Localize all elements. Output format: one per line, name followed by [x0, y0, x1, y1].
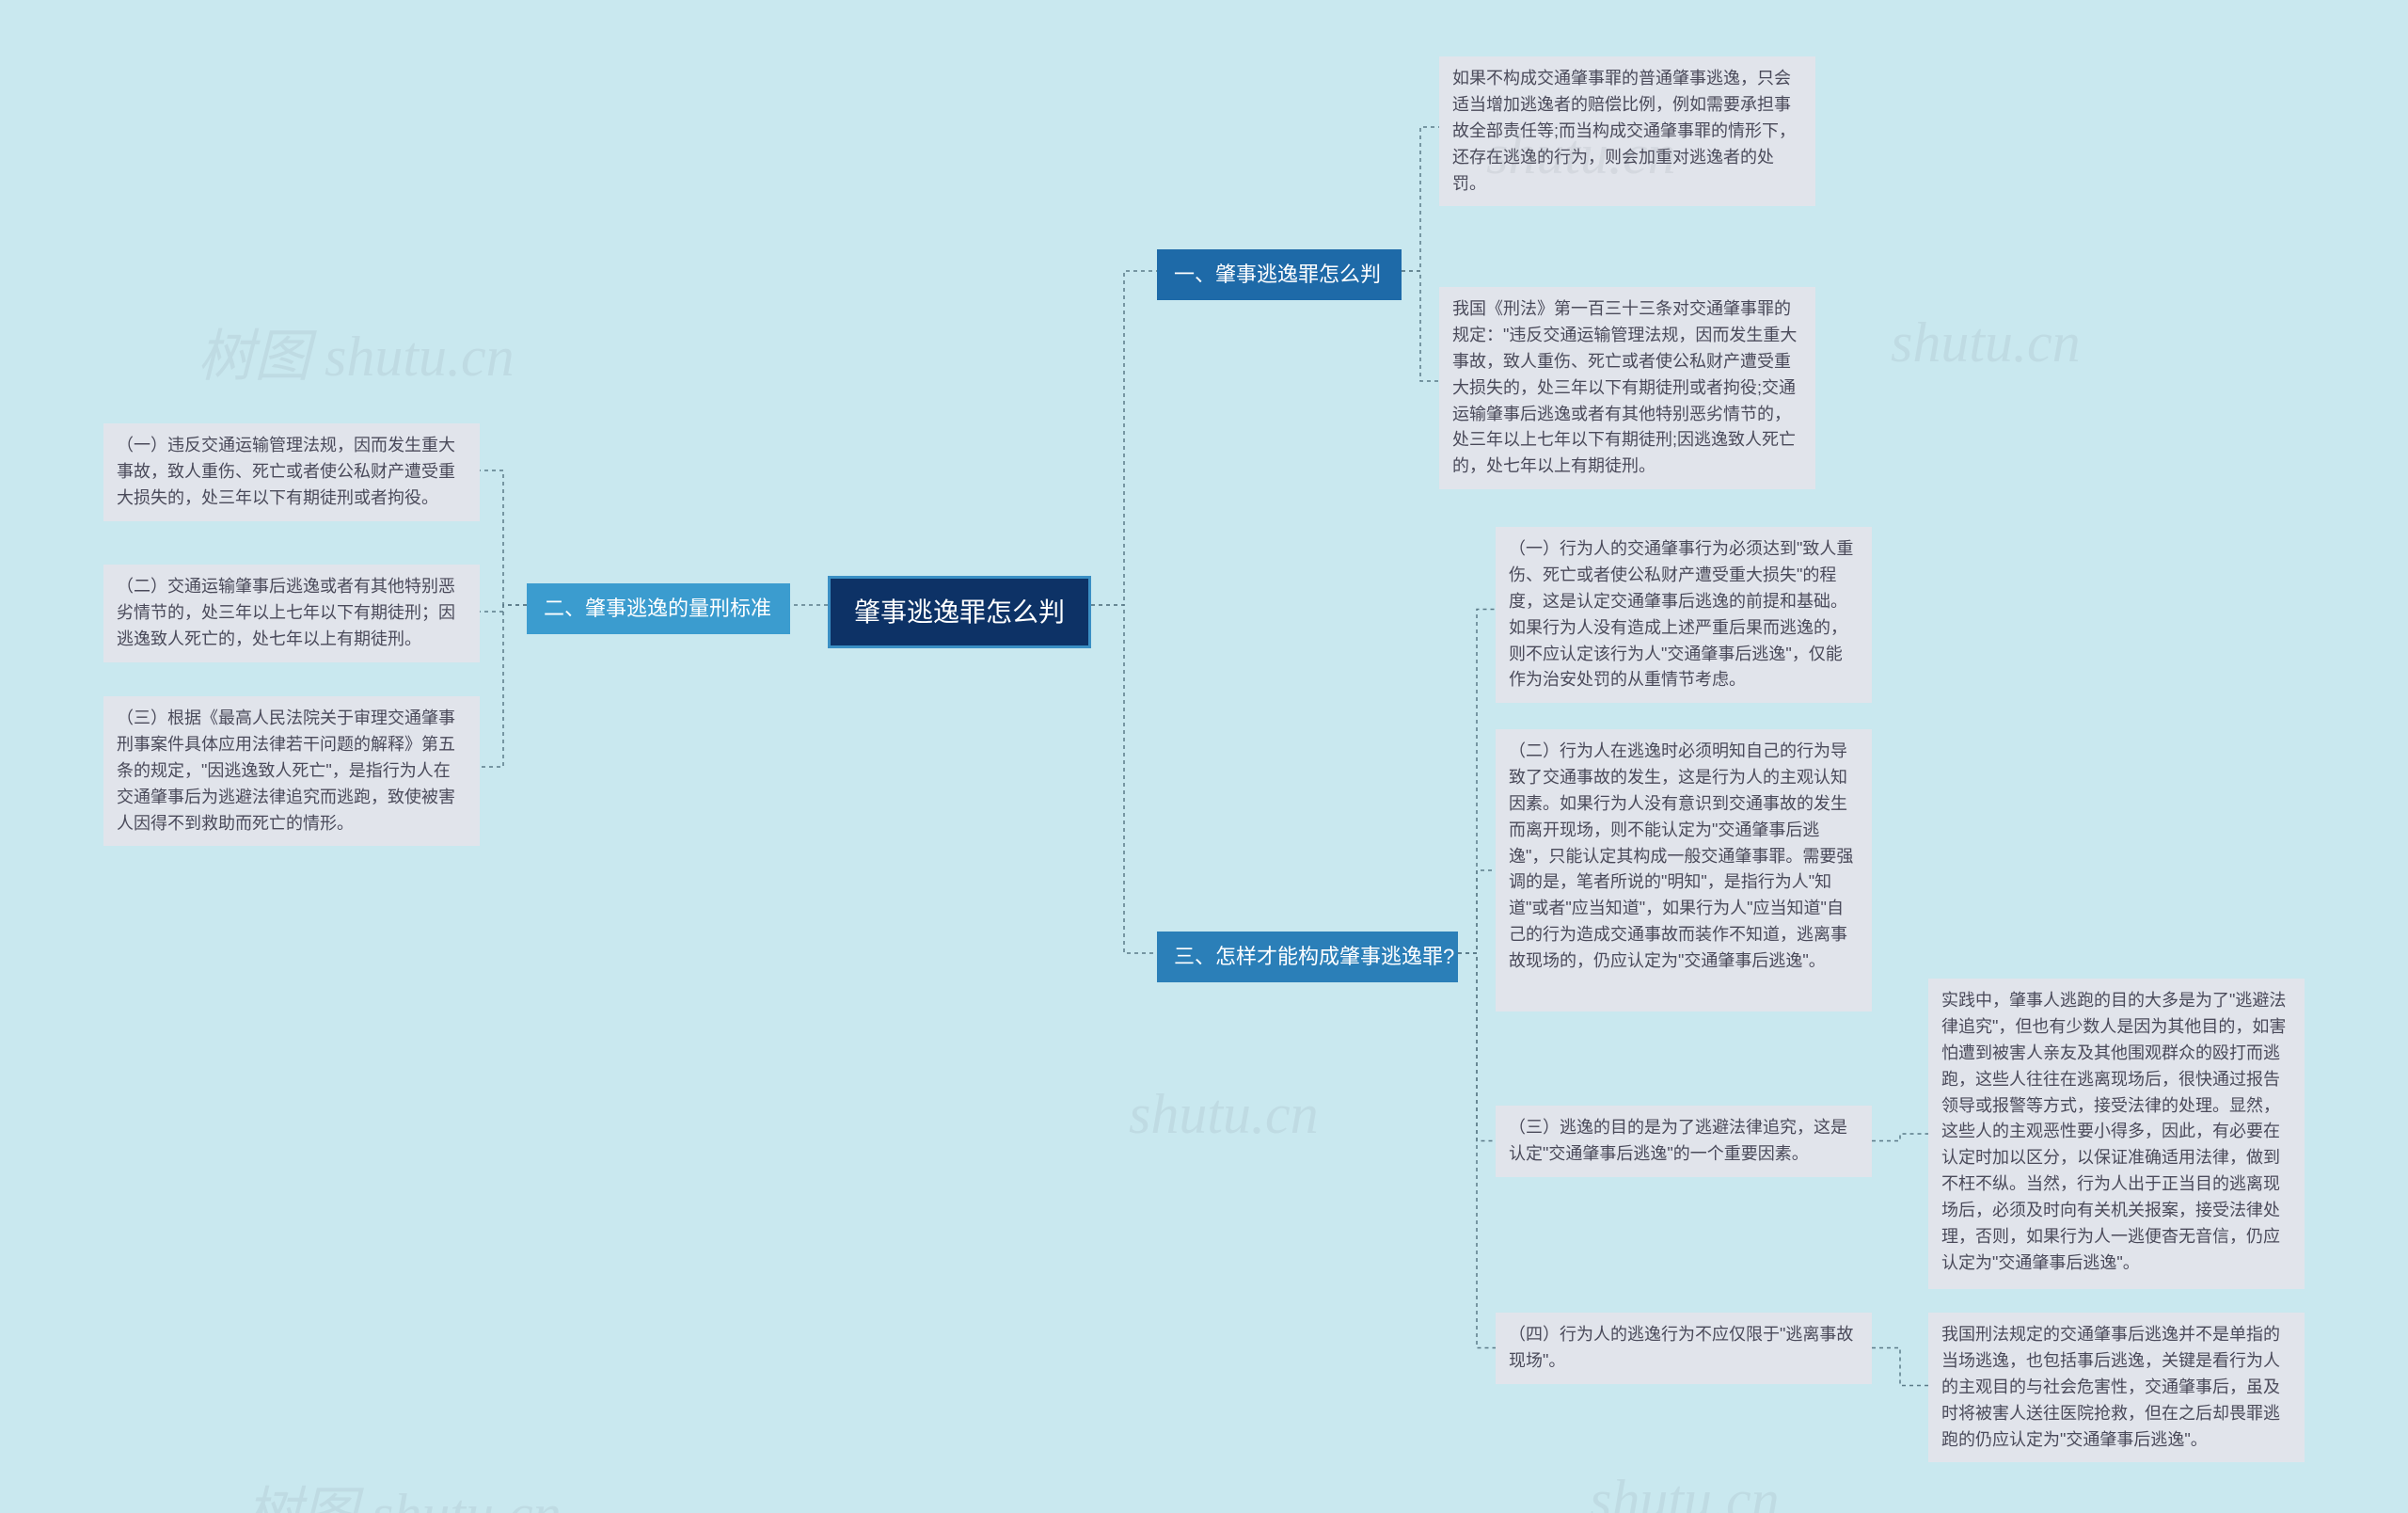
leaf-node: （四）行为人的逃逸行为不应仅限于"逃离事故现场"。: [1496, 1313, 1872, 1384]
leaf-node: 实践中，肇事人逃跑的目的大多是为了"逃避法律追究"，但也有少数人是因为其他目的，…: [1928, 979, 2305, 1289]
leaf-node: （三）根据《最高人民法院关于审理交通肇事刑事案件具体应用法律若干问题的解释》第五…: [103, 696, 480, 846]
branch-node: 一、肇事逃逸罪怎么判: [1157, 249, 1402, 300]
branch-node: 三、怎样才能构成肇事逃逸罪?: [1157, 932, 1458, 982]
branch-node: 二、肇事逃逸的量刑标准: [527, 583, 790, 634]
leaf-node: 我国《刑法》第一百三十三条对交通肇事罪的规定："违反交通运输管理法规，因而发生重…: [1439, 287, 1815, 489]
leaf-node: （三）逃逸的目的是为了逃避法律追究，这是认定"交通肇事后逃逸"的一个重要因素。: [1496, 1106, 1872, 1177]
leaf-node: （二）行为人在逃逸时必须明知自己的行为导致了交通事故的发生，这是行为人的主观认知…: [1496, 729, 1872, 1011]
watermark: 树图 shutu.cn: [198, 311, 515, 392]
leaf-node: 如果不构成交通肇事罪的普通肇事逃逸，只会适当增加逃逸者的赔偿比例，例如需要承担事…: [1439, 56, 1815, 206]
leaf-node: 我国刑法规定的交通肇事后逃逸并不是单指的当场逃逸，也包括事后逃逸，关键是看行为人…: [1928, 1313, 2305, 1462]
watermark: shutu.cn: [1891, 311, 2081, 375]
mindmap-canvas: 肇事逃逸罪怎么判 一、肇事逃逸罪怎么判如果不构成交通肇事罪的普通肇事逃逸，只会适当…: [0, 0, 2408, 1513]
root-node: 肇事逃逸罪怎么判: [828, 576, 1091, 648]
leaf-node: （一）违反交通运输管理法规，因而发生重大事故，致人重伤、死亡或者使公私财产遭受重…: [103, 423, 480, 521]
leaf-node: （二）交通运输肇事后逃逸或者有其他特别恶劣情节的，处三年以上七年以下有期徒刑；因…: [103, 565, 480, 662]
watermark: shutu.cn: [1590, 1468, 1780, 1513]
leaf-node: （一）行为人的交通肇事行为必须达到"致人重伤、死亡或者使公私财产遭受重大损失"的…: [1496, 527, 1872, 703]
watermark: shutu.cn: [1129, 1082, 1319, 1147]
watermark: 树图 shutu.cn: [245, 1468, 562, 1513]
